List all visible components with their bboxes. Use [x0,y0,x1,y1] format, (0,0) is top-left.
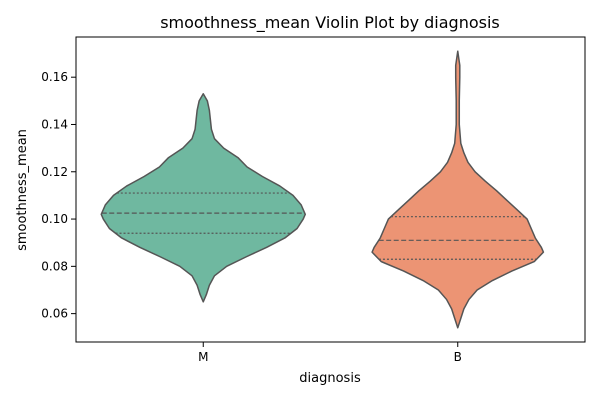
plot-frame [75,36,586,343]
violin-M [100,92,306,303]
y-tick-label: 0.12 [41,165,68,179]
violin-B [371,50,545,329]
x-tick-label-B: B [454,350,462,364]
y-tick-label: 0.08 [41,259,68,273]
y-tick-label: 0.10 [41,212,68,226]
chart-title: smoothness_mean Violin Plot by diagnosis [160,13,500,33]
x-axis-label: diagnosis [299,371,361,386]
y-tick-label: 0.14 [41,117,68,131]
plot-area [100,50,545,329]
y-tick-label: 0.16 [41,70,68,84]
x-tick-label-M: M [198,350,208,364]
y-axis: 0.06 0.08 0.10 0.12 0.14 0.16 [41,70,76,321]
y-tick-label: 0.06 [41,307,68,321]
y-axis-label: smoothness_mean [15,129,30,251]
